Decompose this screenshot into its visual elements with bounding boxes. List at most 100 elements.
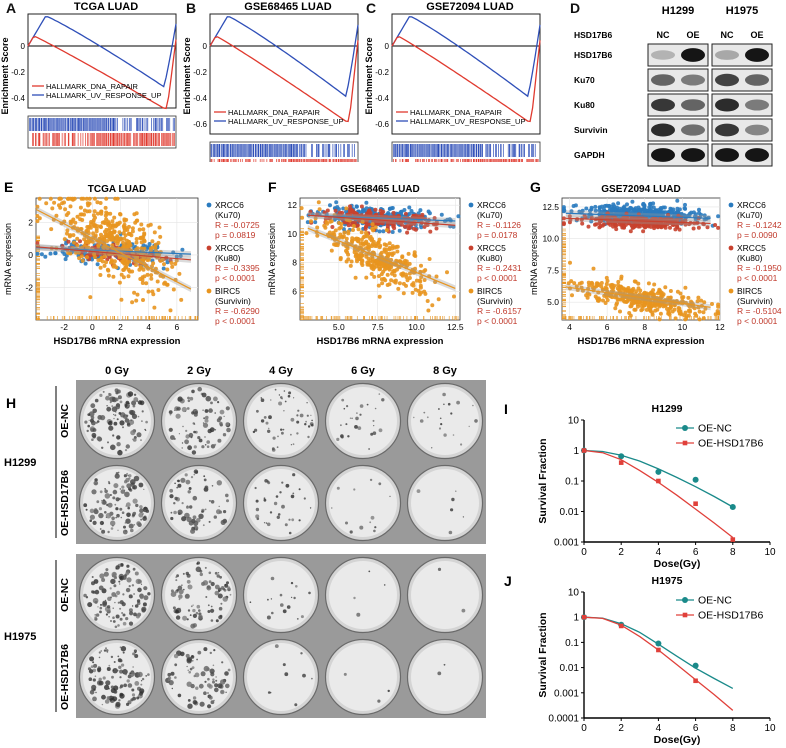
data-point: [126, 267, 131, 272]
colony: [90, 403, 96, 409]
colony: [260, 397, 263, 399]
data-point: [682, 206, 687, 211]
data-point: [354, 204, 359, 209]
data-point: [648, 202, 652, 207]
scatter-xlabel: HSD17B6 mRNA expression: [54, 336, 181, 347]
data-point: [96, 243, 101, 248]
colony: [346, 405, 349, 408]
colony: [115, 411, 117, 413]
colony: [95, 421, 98, 424]
data-point: [561, 222, 566, 227]
colony: [89, 508, 95, 514]
colony: [192, 515, 197, 520]
data-point: [324, 220, 329, 224]
colony: [170, 591, 177, 597]
colony: [456, 400, 460, 405]
colony: [134, 571, 139, 576]
data-point: [616, 201, 621, 206]
gsea-uv-response-curve: [209, 16, 359, 98]
data-point: [389, 265, 394, 270]
y-tick-label: 10.0: [542, 234, 559, 244]
legend-gene: XRCC5: [215, 243, 244, 253]
data-point: [72, 240, 76, 245]
data-point: [354, 252, 359, 257]
data-point: [146, 289, 151, 294]
colony: [130, 419, 133, 422]
data-point: [598, 224, 603, 229]
colony: [124, 404, 128, 407]
colony: [116, 442, 121, 447]
colony: [280, 428, 283, 431]
colony: [89, 514, 95, 520]
colony: [91, 489, 97, 495]
colony: [210, 500, 215, 504]
data-point: [139, 222, 144, 227]
data-point: [661, 223, 666, 227]
colony: [443, 403, 445, 406]
protein-band: [681, 124, 705, 136]
plate-row-label: OE-HSD17B6: [59, 470, 71, 536]
data-point: [409, 209, 414, 213]
colony: [124, 522, 127, 524]
data-point: [629, 304, 634, 309]
colony: [142, 602, 147, 607]
colony: [186, 618, 189, 621]
colony: [170, 516, 174, 521]
colony: [143, 595, 149, 601]
data-point: [117, 230, 122, 235]
data-point: [117, 280, 122, 285]
colony: [205, 415, 209, 420]
data-point: [104, 196, 109, 201]
colony: [136, 601, 141, 606]
colony: [93, 480, 99, 486]
data-point: [371, 267, 376, 272]
x-tick-label: 6: [175, 322, 180, 332]
data-point: [456, 214, 461, 219]
colony: [105, 512, 112, 519]
colony: [119, 617, 123, 621]
data-point: [135, 218, 140, 223]
colony: [218, 505, 220, 508]
data-point: [110, 243, 115, 248]
data-point: [572, 281, 577, 286]
colony: [107, 502, 113, 508]
colony: [142, 513, 144, 515]
data-point: [368, 236, 373, 241]
y-tick-label: 5.0: [547, 297, 559, 307]
data-point: [590, 282, 595, 286]
regression-line: [35, 208, 192, 290]
data-point: [647, 205, 652, 210]
data-point: [373, 225, 378, 230]
data-point: [667, 301, 672, 306]
colony: [292, 492, 295, 495]
data-point: [371, 239, 376, 244]
colony: [92, 428, 97, 432]
data-point: [330, 225, 335, 229]
data-point: [356, 227, 361, 232]
plate-row-label: OE-NC: [59, 404, 71, 438]
data-point: [174, 254, 179, 259]
data-point: [613, 216, 618, 220]
data-point: [134, 240, 139, 245]
data-point: [384, 228, 389, 233]
data-point: [603, 204, 607, 208]
colony: [133, 612, 137, 617]
colony: [106, 605, 111, 609]
colony: [184, 439, 190, 445]
colony: [111, 516, 115, 521]
legend-r: R = -0.2431: [477, 263, 522, 273]
data-point: [346, 229, 351, 234]
data-point: [615, 286, 620, 291]
colony: [104, 511, 107, 514]
plate-inner: [165, 387, 233, 455]
colony: [345, 423, 348, 426]
data-point: [616, 297, 621, 302]
colony: [99, 573, 105, 579]
regression-line: [307, 214, 456, 226]
colony: [204, 418, 209, 423]
data-point: [173, 261, 178, 266]
colony: [128, 608, 133, 613]
colony: [416, 489, 421, 493]
data-point: [104, 234, 109, 239]
data-point: [653, 304, 658, 308]
